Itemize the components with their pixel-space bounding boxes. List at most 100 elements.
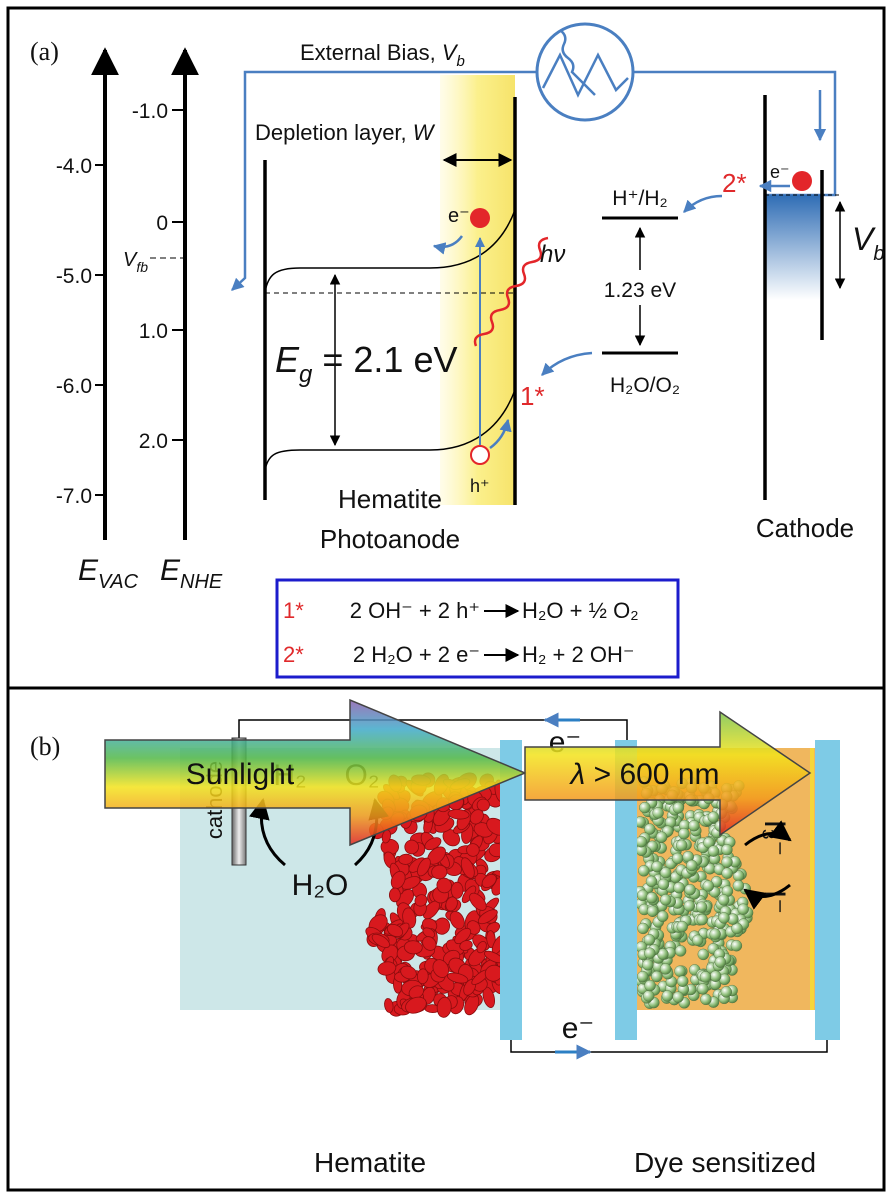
particle	[638, 865, 649, 876]
filtered-label: λ > 600 nm	[568, 758, 719, 791]
oxidation-arrow	[542, 353, 592, 375]
particle	[451, 882, 463, 898]
particle	[647, 906, 658, 917]
tick-label: 2.0	[139, 430, 168, 453]
panel-label: (b)	[30, 732, 60, 761]
hole-label: h⁺	[470, 476, 490, 496]
particle	[700, 994, 711, 1005]
flat-band-label: Vfb	[123, 249, 148, 275]
tick-label: -4.0	[56, 155, 92, 178]
electron	[470, 208, 490, 228]
particle	[698, 949, 709, 960]
particle	[676, 840, 687, 851]
nhe-ticks: -1.001.02.0	[132, 100, 185, 453]
particle	[646, 876, 657, 887]
reactants: 2 H₂O + 2 e⁻	[353, 642, 480, 667]
particle	[686, 860, 697, 871]
h-level-label: H⁺/H₂	[612, 187, 667, 210]
particle	[722, 857, 733, 868]
reactants: 2 OH⁻ + 2 h⁺	[350, 598, 480, 623]
particle	[643, 990, 654, 1001]
particle	[652, 861, 663, 872]
particle	[710, 929, 721, 940]
particle	[660, 963, 671, 974]
particle	[673, 992, 684, 1003]
bias-label: External Bias, Vb	[300, 40, 465, 70]
nhe-axis-label: ENHE	[160, 554, 223, 593]
particle	[660, 894, 671, 905]
dye-label: Dye sensitized	[634, 1147, 816, 1178]
particle	[679, 828, 690, 839]
particle	[646, 892, 657, 903]
reaction-marker: 1*	[520, 381, 545, 411]
products: H₂O + ½ O₂	[522, 598, 639, 623]
electron-label: e⁻	[562, 1012, 595, 1045]
particle	[738, 904, 749, 915]
particle	[719, 912, 730, 923]
cathode-fill	[765, 195, 822, 300]
cathode-electron-label: e⁻	[770, 162, 790, 182]
particle	[651, 971, 662, 982]
particle	[642, 959, 653, 970]
tick-label: -5.0	[56, 265, 92, 288]
particle	[673, 802, 684, 813]
photon-label: hν	[540, 241, 565, 268]
particle	[692, 935, 703, 946]
hematite-label: Hematite	[314, 1147, 426, 1178]
bias-symbol: Vb	[852, 221, 884, 265]
particle	[697, 914, 708, 925]
depletion-label: Depletion layer, W	[255, 120, 436, 145]
particle	[653, 807, 664, 818]
wire-arrow	[232, 240, 245, 290]
reduction-arrow	[684, 196, 722, 212]
depletion-region	[440, 75, 515, 505]
glass	[500, 740, 522, 1040]
reaction-marker: 2*	[722, 168, 747, 198]
particle	[715, 957, 726, 968]
particle	[639, 802, 650, 813]
particle	[721, 986, 732, 997]
particle	[731, 940, 742, 951]
particle	[675, 945, 686, 956]
o-level-label: H₂O/O₂	[610, 374, 680, 397]
particle	[722, 868, 733, 879]
particle	[677, 921, 688, 932]
particle	[644, 934, 655, 945]
potential-label: 1.23 eV	[604, 279, 676, 302]
particle	[708, 812, 719, 823]
photoanode-label: Hematite	[338, 484, 442, 514]
particle	[733, 880, 744, 891]
products: H₂ + 2 OH⁻	[522, 642, 634, 667]
particle	[672, 853, 683, 864]
particle	[656, 832, 667, 843]
particle	[662, 990, 673, 1001]
hole	[471, 446, 489, 464]
particle	[645, 980, 656, 991]
particle	[389, 888, 400, 902]
particle	[697, 983, 708, 994]
particle	[700, 971, 711, 982]
tick-label: 1.0	[139, 320, 168, 343]
electron-label: e⁻	[448, 205, 470, 227]
particle	[637, 971, 648, 982]
particle	[703, 881, 714, 892]
vac-ticks: -4.0-5.0-6.0-7.0	[56, 155, 105, 508]
particle	[696, 902, 707, 913]
panel-label: (a)	[30, 37, 59, 66]
tick-label: -6.0	[56, 375, 92, 398]
figure: (a) External Bias, Vb -4.0-5.0-6.0-7.0 -…	[0, 0, 890, 1196]
particle	[657, 911, 668, 922]
electron	[792, 171, 812, 191]
tick-label: 0	[156, 212, 168, 235]
particle	[638, 923, 649, 934]
particle	[689, 820, 700, 831]
sunlight-label: Sunlight	[186, 758, 295, 791]
page: (a) External Bias, Vb -4.0-5.0-6.0-7.0 -…	[0, 0, 890, 1196]
particle	[677, 976, 688, 987]
reaction-marker: 2*	[283, 642, 304, 667]
reaction-marker: 1*	[283, 598, 304, 623]
particle	[675, 966, 686, 977]
wire	[511, 1040, 827, 1052]
particle	[721, 844, 732, 855]
band-gap-label: Eg = 2.1 eV	[275, 339, 457, 388]
